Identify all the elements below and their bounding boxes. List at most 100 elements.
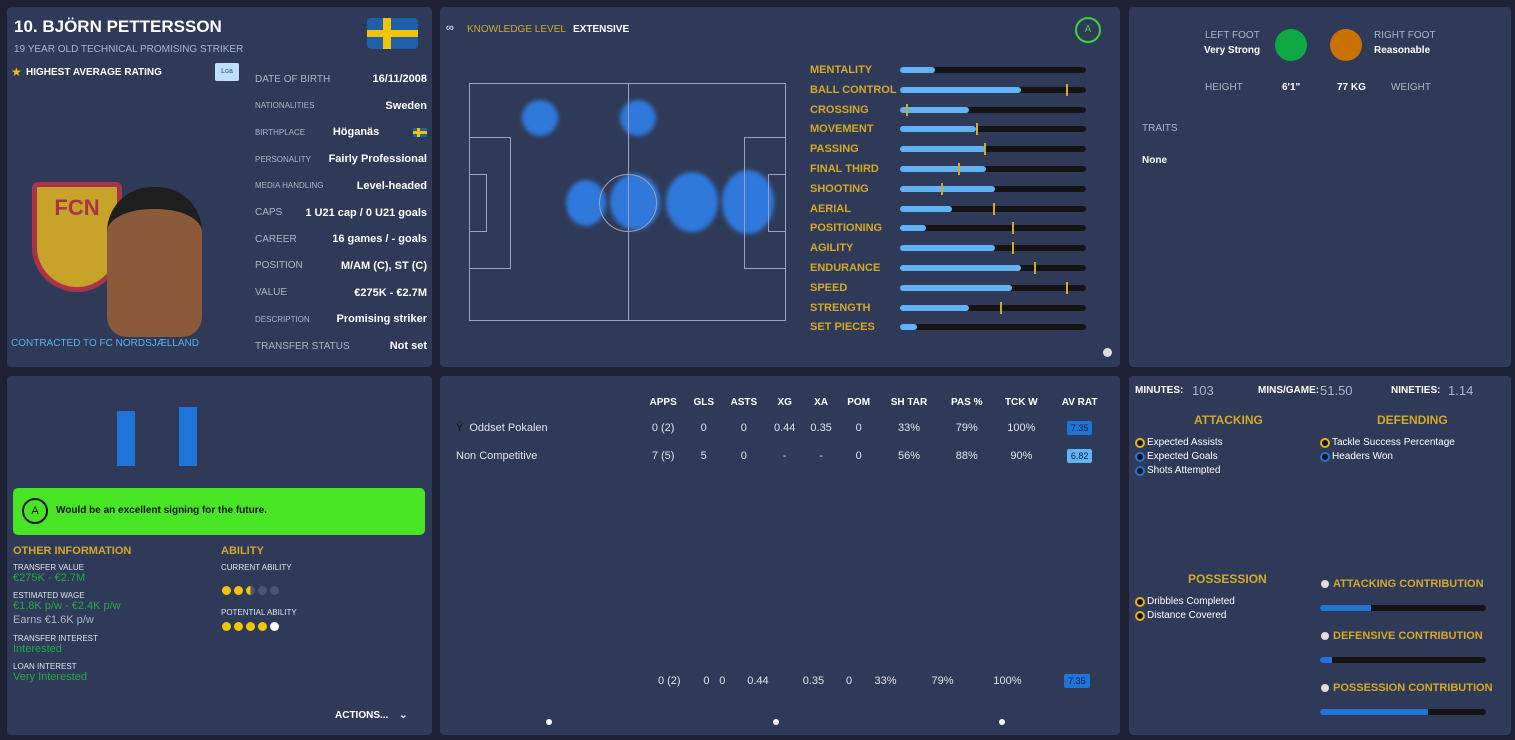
attribute-marker — [1000, 301, 1003, 314]
detail-label: DATE OF BIRTH — [255, 73, 331, 85]
attribute-name: BALL CONTROL — [810, 83, 897, 96]
page-dot[interactable] — [546, 719, 552, 725]
scout-recommendation: A Would be an excellent signing for the … — [13, 488, 425, 535]
scout-panel — [7, 376, 432, 735]
chart-bar — [117, 411, 135, 466]
column-header[interactable]: XA — [814, 396, 829, 408]
legend-item[interactable]: Dribbles Completed — [1135, 596, 1235, 607]
attribute-name: CROSSING — [810, 103, 869, 116]
column-header[interactable]: GLS — [693, 396, 715, 408]
detail-row: BIRTHPLACE Höganäs — [255, 126, 427, 138]
attribute-name: ENDURANCE — [810, 262, 881, 274]
attribute-name: MENTALITY — [810, 64, 873, 76]
potential-ability-label: POTENTIAL ABILITY — [221, 608, 297, 617]
column-header[interactable]: PAS % — [950, 396, 983, 408]
wage-label: ESTIMATED WAGE — [13, 591, 85, 600]
attribute-marker — [993, 202, 995, 215]
trophy-icon: Ÿ — [456, 422, 464, 434]
contribution-fill — [1320, 657, 1332, 663]
column-header[interactable]: SH TAR — [890, 396, 928, 408]
table-cell: 0.35 — [803, 414, 839, 442]
left-foot-value: Very Strong — [1204, 45, 1261, 56]
contribution-fill — [1320, 605, 1372, 611]
column-header[interactable]: TCK W — [1004, 396, 1038, 408]
weight-value: 77 KG — [1337, 82, 1366, 93]
cell-value: - — [819, 450, 823, 462]
possession-title: POSSESSION — [1188, 572, 1267, 586]
attribute-marker — [1033, 262, 1036, 274]
column-header[interactable]: XG — [777, 396, 792, 408]
column-header[interactable]: APPS — [649, 396, 677, 408]
mpg-value: 51.50 — [1320, 383, 1353, 398]
attribute-marker — [976, 123, 979, 136]
scout-text: Would be an excellent signing for the fu… — [56, 505, 267, 516]
legend-item[interactable]: Expected Goals — [1135, 451, 1223, 462]
detail-row: DATE OF BIRTH 16/11/2008 — [255, 73, 427, 85]
attribute-bar — [900, 324, 1086, 331]
attribute-name: SPEED — [810, 281, 848, 294]
column-header[interactable]: POM — [847, 396, 871, 408]
detail-label: NATIONALITIES — [255, 101, 315, 111]
detail-label: TRANSFER STATUS — [255, 340, 350, 352]
table-row[interactable]: Ÿ Oddset Pokalen 0 (2) 0 0 0.44 0.35 0 33% 79% 100… — [450, 414, 1110, 442]
legend-item[interactable]: Tackle Success Percentage — [1320, 437, 1455, 448]
detail-value: Sweden — [385, 99, 427, 112]
star-icon: ★ — [11, 65, 22, 79]
attribute-fill — [900, 86, 1021, 93]
table-row[interactable]: Non Competitive 7 (5) 5 0 - - 0 56% 88% 90% 6.82 — [450, 442, 1110, 470]
defending-title: DEFENDING — [1377, 413, 1448, 427]
detail-row: PERSONALITY Fairly Professional — [255, 153, 427, 165]
earns-value: Earns €1.6K p/w — [13, 614, 94, 626]
legend-label: Dribbles Completed — [1147, 596, 1235, 607]
attribute-bar — [900, 123, 1086, 136]
potential-ability-stars — [222, 622, 282, 634]
table-cell: 33% — [878, 414, 940, 442]
attribute-fill — [900, 106, 969, 113]
column-header[interactable] — [450, 390, 640, 414]
transfer-interest-label: TRANSFER INTEREST — [13, 634, 98, 643]
left-boot-icon — [1275, 29, 1307, 61]
current-ability-label: CURRENT ABILITY — [221, 563, 292, 572]
total-cell — [450, 667, 640, 695]
legend-marker-icon — [1135, 596, 1145, 607]
heatmap-pitch — [469, 83, 786, 321]
actions-button[interactable]: ACTIONS... ⌄ — [335, 710, 408, 721]
attribute-bar — [900, 163, 1086, 175]
legend-item[interactable]: Expected Assists — [1135, 437, 1223, 448]
legend-label: Shots Attempted — [1147, 465, 1221, 476]
attribute-bar — [900, 103, 1086, 116]
cell-value: 33% — [897, 422, 920, 434]
page-dot[interactable] — [773, 719, 779, 725]
detail-row: TRANSFER STATUS Not set — [255, 340, 427, 352]
column-header[interactable]: ASTS — [730, 396, 758, 408]
legend-item[interactable]: Shots Attempted — [1135, 465, 1223, 476]
ability-star-icon — [234, 622, 243, 631]
table-cell: 79% — [940, 414, 994, 442]
cell-value: 90% — [1010, 450, 1033, 462]
player-subtitle: 19 YEAR OLD TECHNICAL PROMISING STRIKER — [14, 44, 244, 55]
loan-badge[interactable]: Loa — [215, 63, 239, 81]
detail-label: VALUE — [255, 287, 288, 299]
info-icon[interactable] — [1321, 684, 1329, 692]
contribution-label: ATTACKING CONTRIBUTION — [1333, 578, 1484, 590]
info-icon[interactable] — [1321, 632, 1329, 640]
chevron-down-icon: ⌄ — [399, 710, 408, 721]
table-cell: Ÿ Oddset Pokalen — [450, 414, 640, 442]
detail-value: Level-headed — [356, 179, 427, 192]
info-icon[interactable] — [1321, 580, 1329, 588]
legend-item[interactable]: Headers Won — [1320, 451, 1455, 462]
help-icon[interactable] — [1103, 348, 1112, 357]
attribute-name: PASSING — [810, 143, 859, 156]
legend-item[interactable]: Distance Covered — [1135, 610, 1235, 621]
knowledge-value: EXTENSIVE — [573, 24, 630, 35]
cell-value: 100% — [1007, 422, 1036, 434]
ability-star-icon — [234, 586, 243, 595]
column-header[interactable]: AV RAT — [1061, 396, 1098, 408]
contract-label[interactable]: CONTRACTED TO FC NORDSJÆLLAND — [11, 338, 199, 349]
table-cell: 0 — [721, 442, 766, 470]
legend-label: Headers Won — [1332, 451, 1393, 462]
attribute-row: SHOOTING — [810, 182, 1100, 197]
page-dot[interactable] — [999, 719, 1005, 725]
total-cell: 0.44 — [730, 667, 785, 695]
cell-value: Oddset Pokalen — [469, 422, 548, 434]
